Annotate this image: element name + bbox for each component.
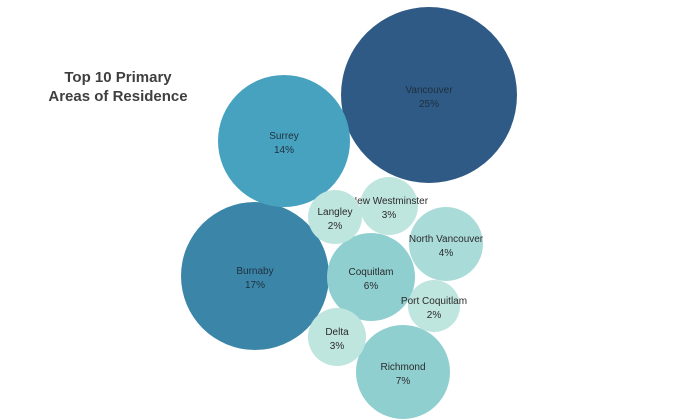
bubble-north-vancouver: North Vancouver 4%: [409, 207, 484, 281]
bubble-name-label: Burnaby: [236, 266, 273, 277]
bubble-circle-surrey: [218, 75, 350, 207]
bubble-name-label: Port Coquitlam: [401, 296, 467, 307]
chart-title-line-2: Areas of Residence: [48, 88, 188, 105]
bubble-value-label: 3%: [382, 210, 397, 221]
bubble-circle-port-coquitlam: [408, 280, 460, 332]
bubble-surrey: Surrey 14%: [218, 75, 350, 207]
bubble-name-label: Surrey: [269, 131, 298, 142]
chart-title-line-1: Top 10 Primary: [64, 69, 172, 86]
bubble-burnaby: Burnaby 17%: [181, 202, 329, 350]
bubble-circle-delta: [308, 308, 366, 366]
bubble-value-label: 17%: [245, 280, 265, 291]
bubble-circle-coquitlam: [327, 233, 415, 321]
bubble-name-label: Coquitlam: [348, 267, 393, 278]
bubble-name-label: Vancouver: [405, 85, 453, 96]
bubble-circle-richmond: [356, 325, 450, 419]
bubble-circle-vancouver: [341, 7, 517, 183]
bubble-name-label: Richmond: [380, 362, 425, 373]
bubble-port-coquitlam: Port Coquitlam 2%: [401, 280, 467, 332]
bubble-name-label: North Vancouver: [409, 234, 484, 245]
bubble-coquitlam: Coquitlam 6%: [327, 233, 415, 321]
bubble-langley: Langley 2%: [308, 190, 362, 244]
bubble-value-label: 4%: [439, 248, 454, 259]
bubble-name-label: Delta: [325, 327, 349, 338]
bubble-name-label: Langley: [317, 207, 352, 218]
chart-title: Top 10 Primary Areas of Residence: [18, 68, 218, 106]
bubble-circle-new-westminster: [360, 177, 418, 235]
bubble-richmond: Richmond 7%: [356, 325, 450, 419]
bubble-value-label: 7%: [396, 376, 411, 387]
bubble-value-label: 14%: [274, 145, 294, 156]
bubble-circle-burnaby: [181, 202, 329, 350]
bubble-circle-langley: [308, 190, 362, 244]
bubble-vancouver: Vancouver 25%: [341, 7, 517, 183]
bubble-value-label: 3%: [330, 341, 345, 352]
bubble-value-label: 25%: [419, 99, 439, 110]
bubble-value-label: 2%: [328, 221, 343, 232]
bubble-circle-north-vancouver: [409, 207, 483, 281]
bubble-new-westminster: New Westminster 3%: [350, 177, 429, 235]
bubble-delta: Delta 3%: [308, 308, 366, 366]
bubble-name-label: New Westminster: [350, 196, 429, 207]
bubble-value-label: 2%: [427, 310, 442, 321]
bubble-value-label: 6%: [364, 281, 379, 292]
